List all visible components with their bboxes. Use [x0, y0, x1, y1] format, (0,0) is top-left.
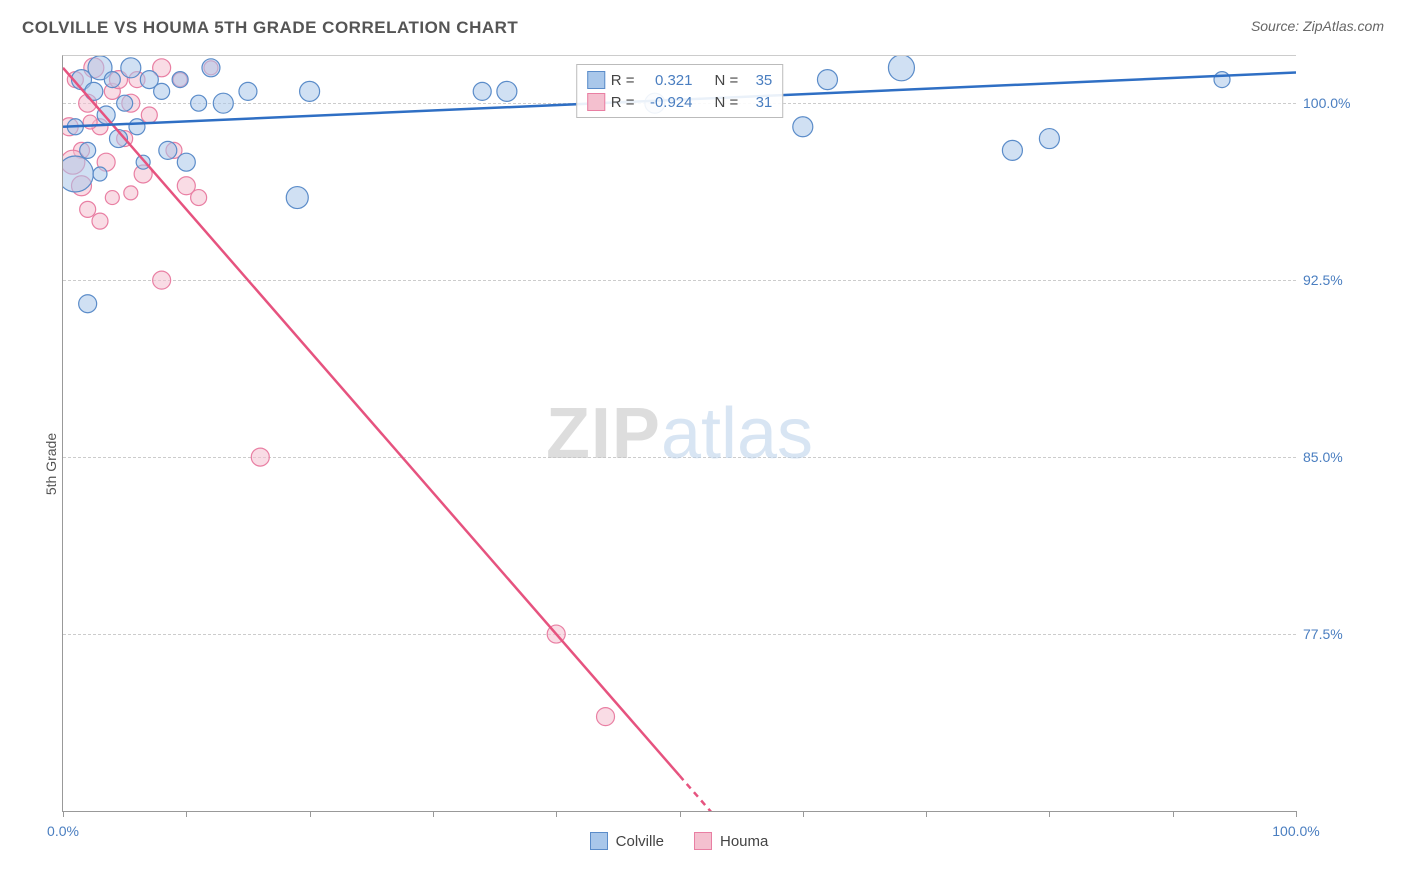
y-axis-label: 5th Grade: [43, 432, 59, 494]
x-tick: [926, 811, 927, 817]
trend-line: [63, 68, 680, 776]
plot-region: ZIPatlas R =0.321N =35R =-0.924N =31 77.…: [62, 55, 1296, 812]
stat-swatch: [587, 93, 605, 111]
point-colville: [177, 153, 195, 171]
x-tick: [1049, 811, 1050, 817]
point-colville: [117, 95, 133, 111]
stat-n-label: N =: [715, 94, 739, 111]
point-colville: [497, 81, 517, 101]
point-colville: [79, 295, 97, 313]
point-houma: [80, 201, 96, 217]
x-tick: [63, 811, 64, 817]
point-houma: [105, 191, 119, 205]
x-tick: [433, 811, 434, 817]
x-tick: [680, 811, 681, 817]
stats-legend: R = 0.321 N = 35 R = -0.924 N = 31: [576, 64, 784, 118]
legend-item: Colville: [590, 832, 664, 850]
plot-svg: [63, 56, 1296, 811]
stat-n-value: 31: [744, 94, 772, 111]
point-colville: [239, 82, 257, 100]
point-colville: [213, 93, 233, 113]
y-tick-label: 100.0%: [1303, 95, 1378, 111]
x-tick: [1296, 811, 1297, 817]
point-colville: [93, 167, 107, 181]
chart-title: COLVILLE VS HOUMA 5TH GRADE CORRELATION …: [22, 18, 518, 38]
x-tick: [1173, 811, 1174, 817]
point-colville: [473, 82, 491, 100]
point-colville: [1039, 129, 1059, 149]
point-colville: [80, 142, 96, 158]
x-tick: [186, 811, 187, 817]
legend-label: Houma: [720, 833, 768, 850]
legend-swatch: [694, 832, 712, 850]
stat-n-label: N =: [715, 72, 739, 89]
stat-r-value: 0.321: [641, 72, 693, 89]
point-colville: [154, 83, 170, 99]
bottom-legend: Colville Houma: [62, 832, 1296, 850]
point-houma: [153, 271, 171, 289]
point-colville: [202, 59, 220, 77]
point-colville: [63, 156, 93, 192]
x-tick: [803, 811, 804, 817]
stat-row: R = 0.321 N = 35: [587, 69, 773, 91]
point-houma: [124, 186, 138, 200]
point-houma: [251, 448, 269, 466]
source-attribution: Source: ZipAtlas.com: [1251, 18, 1384, 34]
y-tick-label: 92.5%: [1303, 272, 1378, 288]
legend-label: Colville: [616, 833, 664, 850]
trend-line: [680, 776, 742, 811]
point-colville: [159, 141, 177, 159]
point-houma: [92, 213, 108, 229]
x-tick: [556, 811, 557, 817]
stat-row: R = -0.924 N = 31: [587, 91, 773, 113]
stat-r-label: R =: [611, 72, 635, 89]
point-colville: [104, 72, 120, 88]
legend-item: Houma: [694, 832, 768, 850]
point-colville: [1002, 140, 1022, 160]
point-colville: [793, 117, 813, 137]
chart-area: 5th Grade ZIPatlas R =0.321N =35R =-0.92…: [20, 55, 1386, 872]
point-colville: [191, 95, 207, 111]
point-houma: [191, 190, 207, 206]
stat-n-value: 35: [744, 72, 772, 89]
y-tick-label: 77.5%: [1303, 626, 1378, 642]
point-colville: [286, 187, 308, 209]
stat-swatch: [587, 71, 605, 89]
point-colville: [888, 56, 914, 81]
point-houma: [141, 107, 157, 123]
point-colville: [129, 119, 145, 135]
stat-r-label: R =: [611, 94, 635, 111]
y-tick-label: 85.0%: [1303, 449, 1378, 465]
stat-r-value: -0.924: [641, 94, 693, 111]
point-colville: [300, 81, 320, 101]
point-colville: [172, 72, 188, 88]
point-colville: [817, 70, 837, 90]
point-houma: [597, 708, 615, 726]
point-colville: [121, 58, 141, 78]
legend-swatch: [590, 832, 608, 850]
point-colville: [1214, 72, 1230, 88]
x-tick: [310, 811, 311, 817]
